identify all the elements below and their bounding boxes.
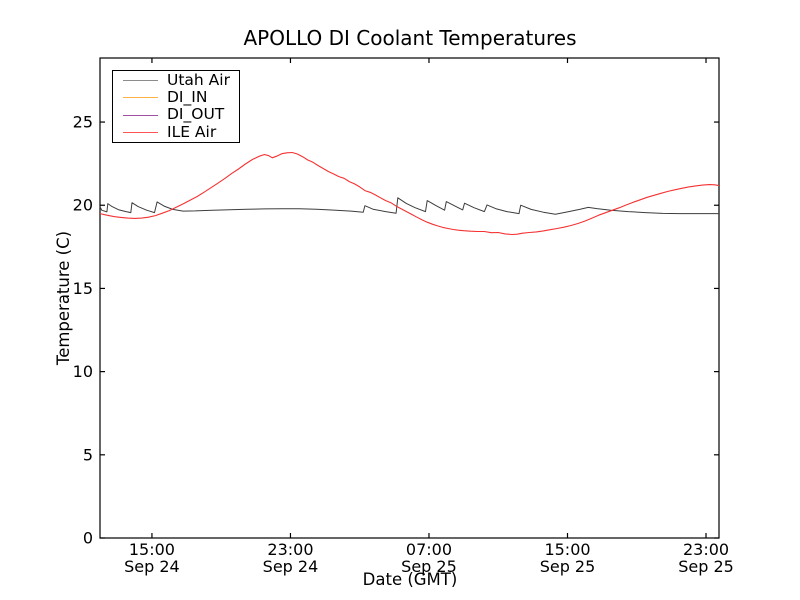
chart-title: APOLLO DI Coolant Temperatures xyxy=(243,26,577,50)
x-tick-label-time: 15:00 xyxy=(544,540,590,559)
legend-line-sample-ile-air xyxy=(123,131,158,133)
y-tick-label: 10 xyxy=(73,362,93,381)
legend-label: DI_OUT xyxy=(167,105,225,124)
x-tick-label-date: Sep 24 xyxy=(124,557,180,576)
x-tick-label-time: 23:00 xyxy=(267,540,313,559)
series-line-utah-air xyxy=(99,197,719,215)
x-tick-label-time: 23:00 xyxy=(683,540,729,559)
legend-item-di-out: DI_OUT xyxy=(113,107,239,124)
x-tick-label-time: 15:00 xyxy=(129,540,175,559)
series-line-ile-air xyxy=(99,151,720,236)
y-tick-label: 25 xyxy=(73,113,93,132)
y-tick-label: 0 xyxy=(83,529,93,548)
x-tick-label-date: Sep 24 xyxy=(263,557,319,576)
legend-line-sample-di-in xyxy=(123,97,158,99)
legend-item-utah-air: Utah Air xyxy=(113,72,239,89)
y-tick-label: 15 xyxy=(73,279,93,298)
y-tick-label: 20 xyxy=(73,196,93,215)
x-tick-label-date: Sep 25 xyxy=(401,557,457,576)
legend-label: Utah Air xyxy=(167,70,230,89)
legend-line-sample-utah-air xyxy=(123,80,158,82)
legend-item-di-in: DI_IN xyxy=(113,89,239,106)
legend-item-ile-air: ILE Air xyxy=(113,124,239,141)
axes-frame xyxy=(99,57,720,539)
x-tick-label-time: 07:00 xyxy=(406,540,452,559)
y-axis-label: Temperature (C) xyxy=(53,230,73,366)
x-axis-label: Date (GMT) xyxy=(362,570,458,589)
x-tick-label-date: Sep 25 xyxy=(678,557,734,576)
x-tick-label-date: Sep 25 xyxy=(540,557,596,576)
legend: Utah Air DI_IN DI_OUT ILE Air xyxy=(112,70,240,143)
legend-line-sample-di-out xyxy=(123,114,158,116)
legend-label: DI_IN xyxy=(167,88,208,107)
legend-label: ILE Air xyxy=(167,122,217,141)
y-tick-label: 5 xyxy=(83,445,93,464)
